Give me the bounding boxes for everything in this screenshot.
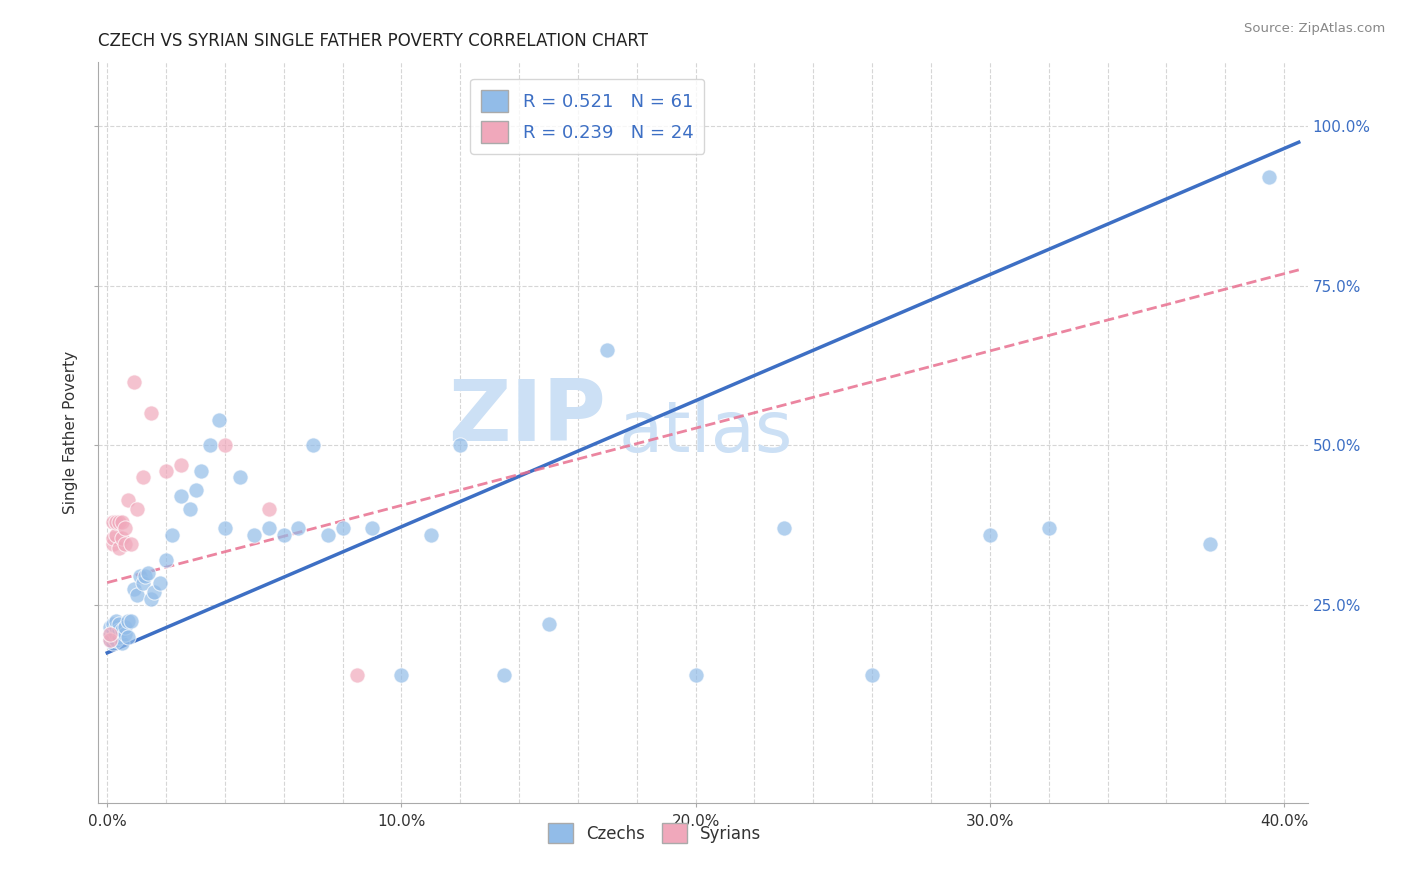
Point	[117, 492, 139, 507]
Point	[98, 626, 121, 640]
Point	[117, 614, 139, 628]
Point	[143, 585, 166, 599]
Point	[190, 464, 212, 478]
Point	[105, 527, 128, 541]
Point	[170, 490, 193, 504]
Point	[114, 620, 136, 634]
Point	[149, 575, 172, 590]
Point	[105, 614, 128, 628]
Point	[120, 537, 142, 551]
Point	[391, 668, 413, 682]
Point	[120, 614, 142, 628]
Point	[170, 458, 193, 472]
Point	[101, 531, 124, 545]
Point	[208, 413, 231, 427]
Point	[101, 630, 124, 644]
Point	[179, 502, 201, 516]
Point	[131, 470, 153, 484]
Point	[346, 668, 368, 682]
Point	[184, 483, 207, 497]
Point	[117, 630, 139, 644]
Point	[257, 502, 280, 516]
Point	[287, 521, 309, 535]
Point	[108, 541, 131, 555]
Point	[108, 624, 131, 638]
Text: atlas: atlas	[619, 398, 793, 467]
Point	[361, 521, 384, 535]
Point	[101, 617, 124, 632]
Point	[243, 527, 266, 541]
Point	[111, 636, 134, 650]
Point	[773, 521, 796, 535]
Point	[98, 620, 121, 634]
Point	[101, 515, 124, 529]
Legend: Czechs, Syrians: Czechs, Syrians	[541, 816, 768, 850]
Point	[101, 636, 124, 650]
Point	[131, 575, 153, 590]
Point	[108, 515, 131, 529]
Point	[128, 569, 150, 583]
Point	[860, 668, 883, 682]
Point	[105, 515, 128, 529]
Point	[537, 617, 560, 632]
Point	[419, 527, 441, 541]
Point	[122, 582, 145, 596]
Point	[494, 668, 516, 682]
Text: Source: ZipAtlas.com: Source: ZipAtlas.com	[1244, 22, 1385, 36]
Point	[114, 521, 136, 535]
Point	[134, 569, 156, 583]
Point	[125, 502, 148, 516]
Point	[111, 531, 134, 545]
Point	[214, 521, 236, 535]
Point	[214, 438, 236, 452]
Point	[108, 630, 131, 644]
Point	[111, 624, 134, 638]
Point	[200, 438, 222, 452]
Point	[596, 343, 619, 357]
Point	[101, 537, 124, 551]
Point	[114, 626, 136, 640]
Point	[160, 527, 183, 541]
Point	[1199, 537, 1222, 551]
Y-axis label: Single Father Poverty: Single Father Poverty	[63, 351, 79, 514]
Text: CZECH VS SYRIAN SINGLE FATHER POVERTY CORRELATION CHART: CZECH VS SYRIAN SINGLE FATHER POVERTY CO…	[98, 32, 648, 50]
Point	[273, 527, 295, 541]
Point	[111, 515, 134, 529]
Point	[979, 527, 1001, 541]
Point	[449, 438, 471, 452]
Point	[316, 527, 339, 541]
Point	[257, 521, 280, 535]
Point	[105, 626, 128, 640]
Text: ZIP: ZIP	[449, 376, 606, 459]
Point	[1258, 170, 1281, 185]
Point	[98, 633, 121, 648]
Point	[122, 375, 145, 389]
Point	[114, 537, 136, 551]
Point	[685, 668, 707, 682]
Point	[302, 438, 325, 452]
Point	[141, 591, 163, 606]
Point	[101, 624, 124, 638]
Point	[228, 470, 250, 484]
Point	[155, 464, 177, 478]
Point	[1038, 521, 1060, 535]
Point	[98, 626, 121, 640]
Point	[108, 617, 131, 632]
Point	[138, 566, 160, 580]
Point	[105, 633, 128, 648]
Point	[141, 407, 163, 421]
Point	[332, 521, 354, 535]
Point	[98, 633, 121, 648]
Point	[105, 620, 128, 634]
Point	[125, 588, 148, 602]
Point	[155, 553, 177, 567]
